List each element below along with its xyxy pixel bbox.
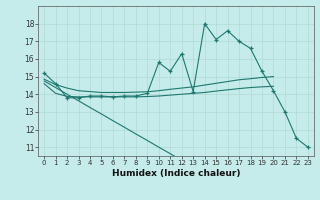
X-axis label: Humidex (Indice chaleur): Humidex (Indice chaleur) [112, 169, 240, 178]
